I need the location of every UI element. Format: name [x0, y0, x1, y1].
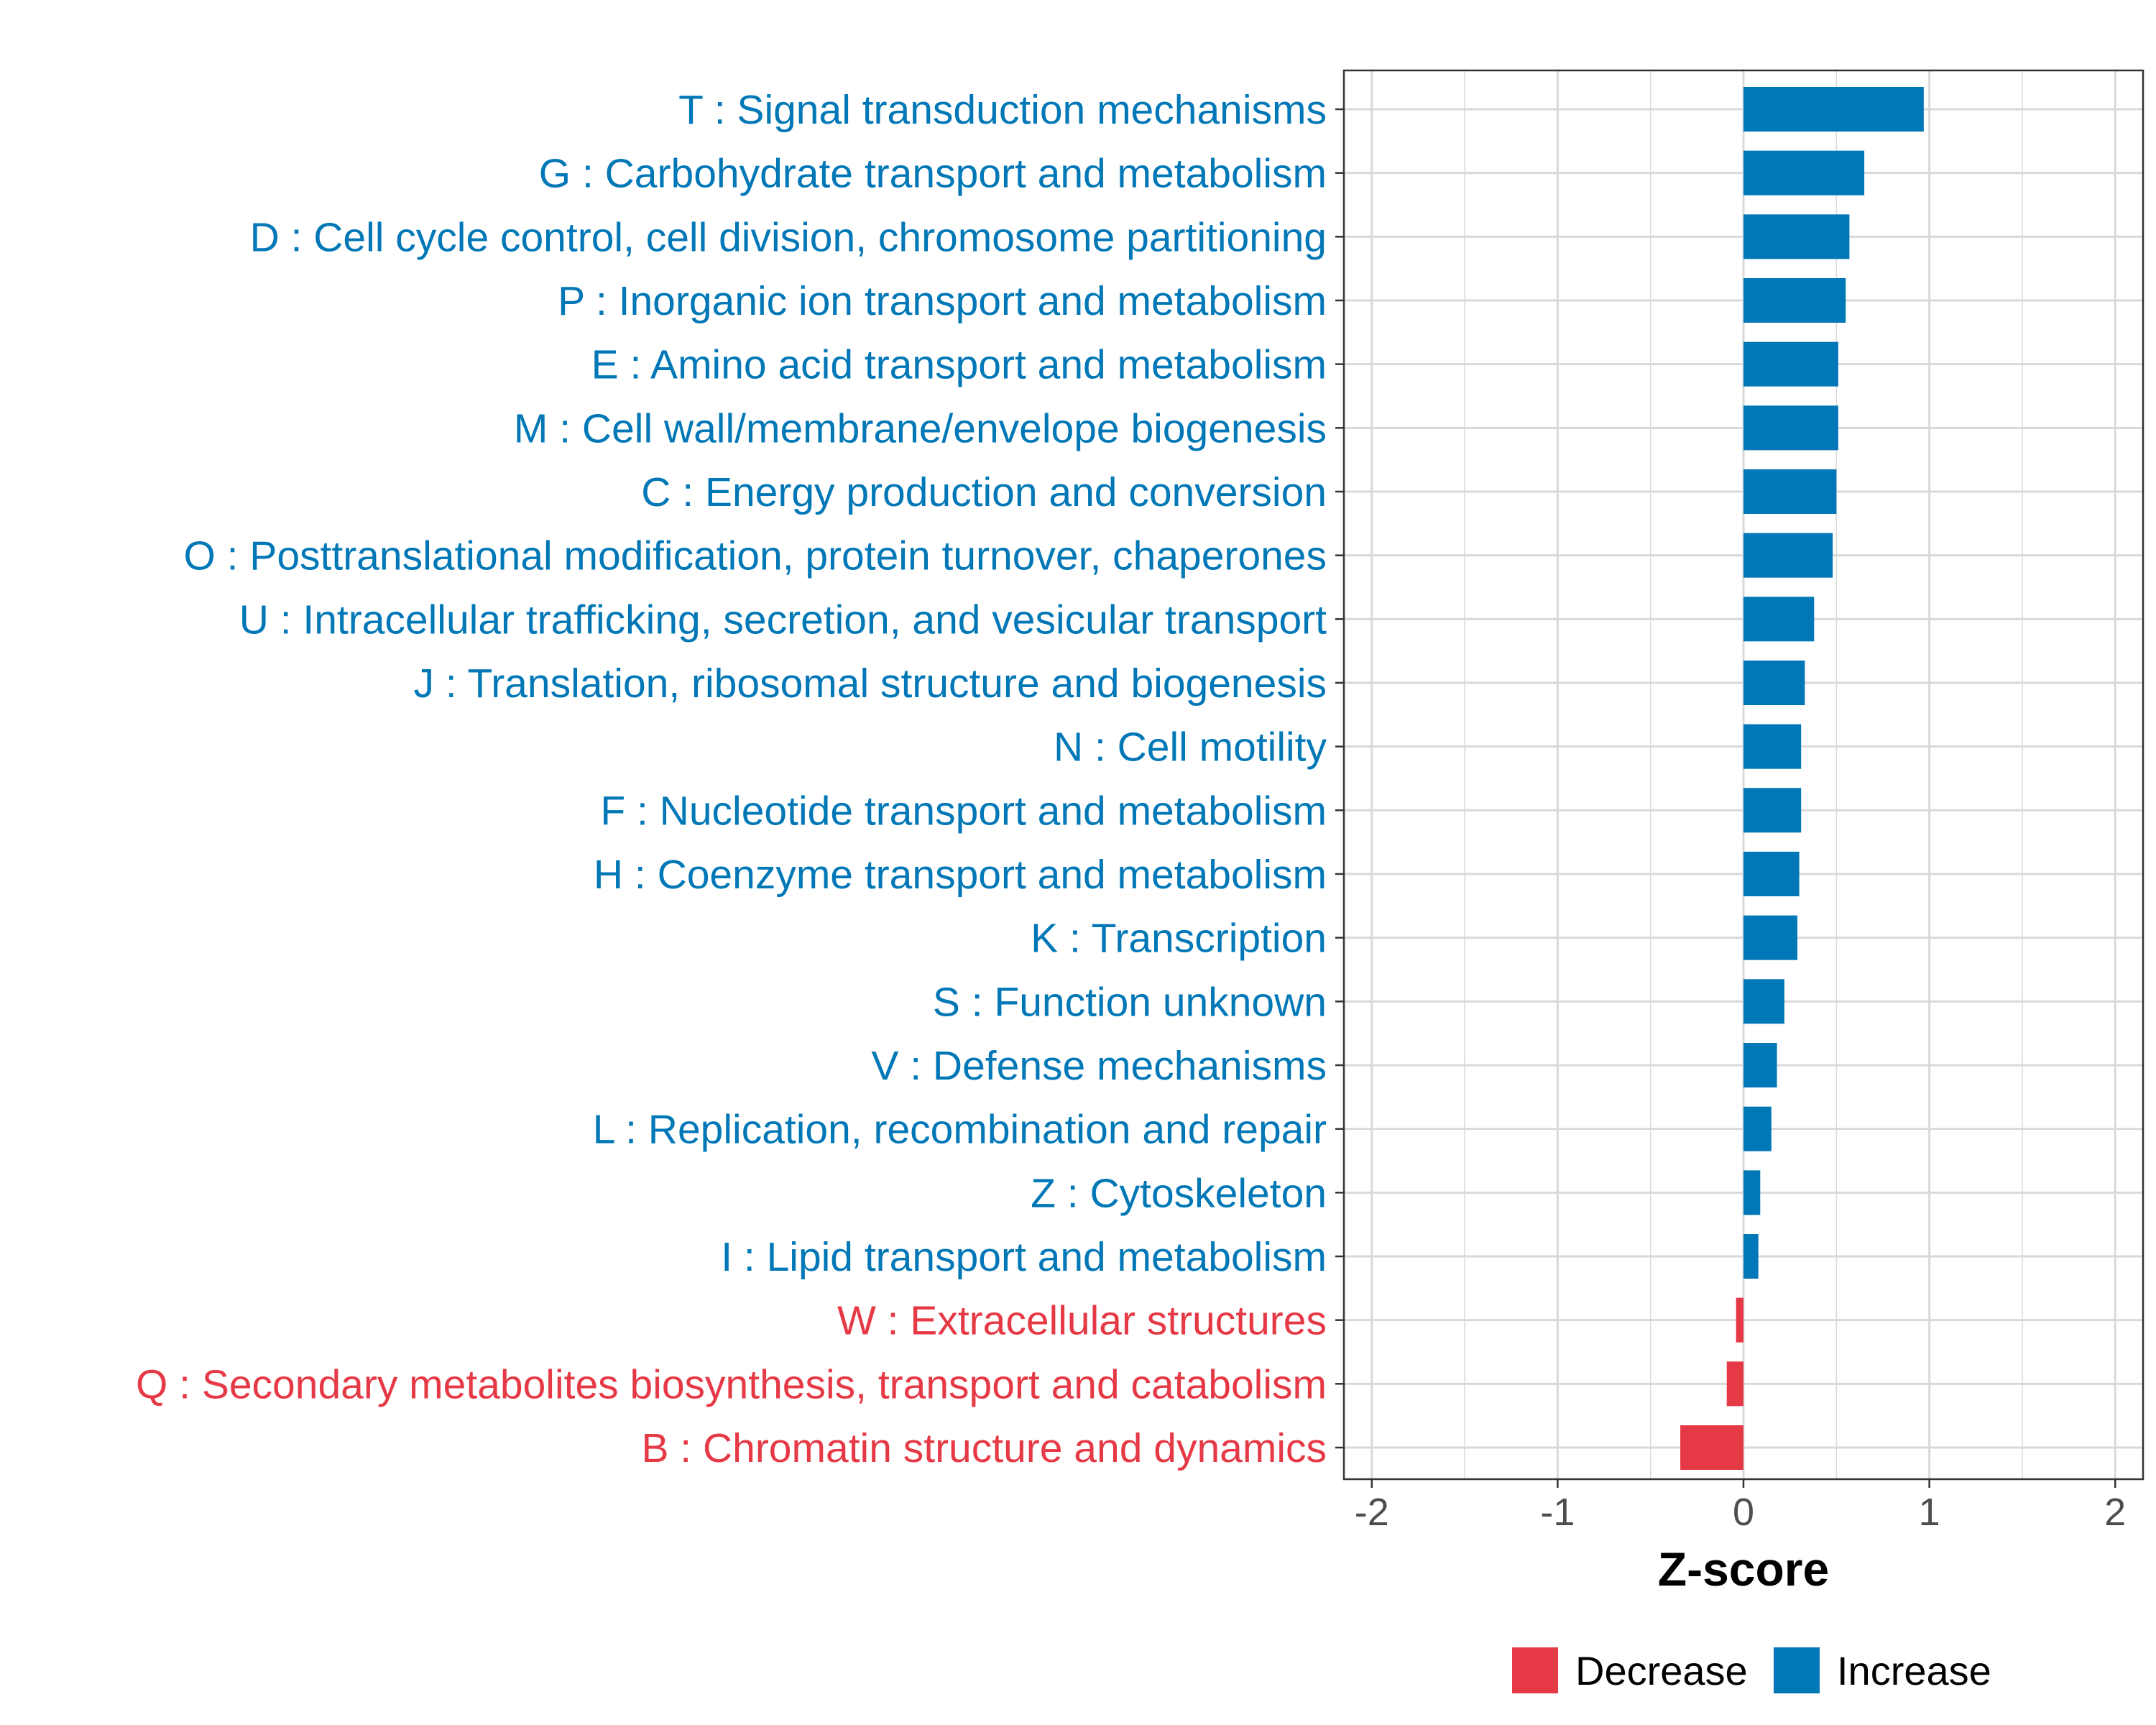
- x-tick-label-1: 1: [1919, 1491, 1940, 1534]
- y-label-p: P : Inorganic ion transport and metaboli…: [558, 278, 1327, 324]
- y-axis-ticks: [1335, 108, 1344, 1449]
- legend: Decrease Increase: [1512, 1647, 1991, 1693]
- bar-n: [1743, 724, 1802, 769]
- bar-e: [1743, 341, 1838, 387]
- y-label-c: C : Energy production and conversion: [641, 469, 1327, 515]
- x-tick-label-2: 2: [2104, 1491, 2126, 1534]
- bar-m: [1743, 405, 1838, 451]
- bar-l: [1743, 1106, 1772, 1151]
- y-label-u: U : Intracellular trafficking, secretion…: [239, 597, 1327, 643]
- vertical-gridlines: [1370, 70, 2116, 1479]
- bar-v: [1743, 1043, 1777, 1087]
- y-label-b: B : Chromatin structure and dynamics: [641, 1425, 1327, 1471]
- y-label-z: Z : Cytoskeleton: [1031, 1170, 1327, 1216]
- bar-z: [1743, 1170, 1761, 1215]
- y-label-g: G : Carbohydrate transport and metabolis…: [539, 151, 1327, 197]
- bar-t: [1743, 87, 1924, 132]
- y-label-v: V : Defense mechanisms: [871, 1043, 1327, 1089]
- y-label-o: O : Posttranslational modification, prot…: [183, 533, 1327, 579]
- y-label-m: M : Cell wall/membrane/envelope biogenes…: [514, 405, 1327, 451]
- bar-o: [1743, 533, 1833, 578]
- x-axis-ticks: [1370, 1479, 2116, 1488]
- x-tick-label-0: 0: [1733, 1491, 1754, 1534]
- legend-label-decrease: Decrease: [1575, 1648, 1748, 1693]
- x-tick-label-neg1: -1: [1540, 1491, 1575, 1534]
- bar-j: [1743, 661, 1805, 705]
- bar-h: [1743, 852, 1800, 896]
- y-label-t: T : Signal transduction mechanisms: [678, 87, 1327, 133]
- y-label-h: H : Coenzyme transport and metabolism: [594, 852, 1327, 898]
- y-label-n: N : Cell motility: [1054, 724, 1327, 770]
- y-label-f: F : Nucleotide transport and metabolism: [600, 788, 1327, 834]
- bar-q: [1726, 1361, 1743, 1407]
- bar-g: [1743, 150, 1865, 196]
- legend-swatch-increase: [1774, 1647, 1820, 1693]
- y-label-l: L : Replication, recombination and repai…: [593, 1107, 1327, 1153]
- bar-k: [1743, 915, 1797, 960]
- bar-w: [1736, 1297, 1743, 1343]
- x-tick-label-neg2: -2: [1355, 1491, 1389, 1534]
- y-label-e: E : Amino acid transport and metabolism: [591, 342, 1327, 388]
- x-axis-title: Z-score: [1658, 1542, 1829, 1596]
- legend-label-increase: Increase: [1837, 1648, 1991, 1693]
- bar-s: [1743, 979, 1784, 1024]
- y-label-d: D : Cell cycle control, cell division, c…: [250, 214, 1327, 260]
- bar-u: [1743, 597, 1815, 642]
- y-label-k: K : Transcription: [1031, 916, 1327, 962]
- y-label-q: Q : Secondary metabolites biosynthesis, …: [136, 1361, 1327, 1407]
- bar-i: [1743, 1234, 1759, 1279]
- bar-f: [1743, 788, 1802, 833]
- legend-swatch-decrease: [1512, 1647, 1558, 1693]
- y-label-j: J : Translation, ribosomal structure and…: [414, 661, 1327, 707]
- x-axis-tick-labels: -2 -1 0 1 2: [1355, 1491, 2126, 1534]
- y-label-s: S : Function unknown: [933, 979, 1327, 1025]
- bar-p: [1743, 278, 1846, 323]
- bar-c: [1743, 469, 1837, 514]
- bar-d: [1743, 214, 1850, 259]
- bars: [1680, 87, 1924, 1470]
- bar-b: [1680, 1425, 1743, 1470]
- y-label-i: I : Lipid transport and metabolism: [721, 1234, 1327, 1280]
- y-label-w: W : Extracellular structures: [837, 1298, 1327, 1344]
- y-axis-category-labels: T : Signal transduction mechanisms G : Ca…: [136, 87, 1327, 1471]
